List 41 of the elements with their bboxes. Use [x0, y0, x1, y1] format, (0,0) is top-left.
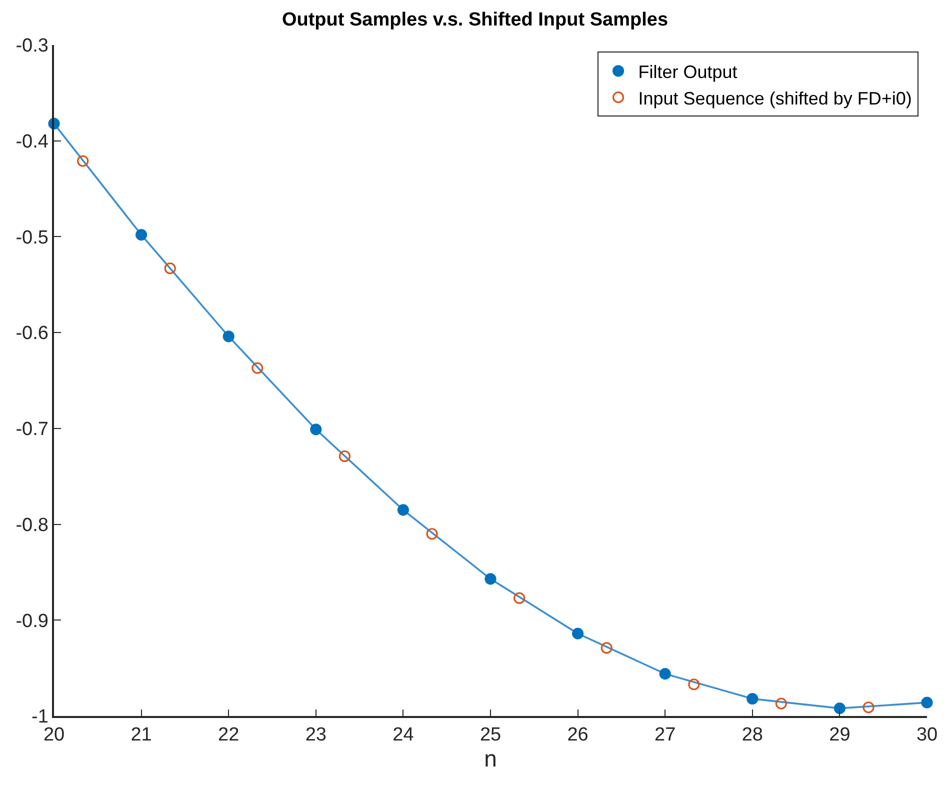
y-tick-label: -0.9 — [16, 610, 48, 632]
x-tick-label: 26 — [567, 724, 588, 746]
point — [222, 330, 234, 342]
x-tick-label: 29 — [829, 724, 850, 746]
y-tick-label: -0.7 — [16, 419, 48, 440]
x-tick-label: 23 — [305, 724, 326, 746]
point — [484, 573, 496, 585]
point — [572, 628, 584, 640]
point — [77, 155, 89, 167]
point — [514, 592, 526, 604]
point — [659, 668, 671, 680]
point — [600, 642, 612, 654]
x-tick-label: 22 — [218, 724, 240, 746]
y-tick-label: -0.6 — [16, 323, 48, 344]
point — [397, 504, 409, 516]
point — [921, 696, 933, 708]
x-tick-label: 24 — [392, 724, 414, 746]
x-tick-label: 30 — [916, 724, 938, 746]
legend-label: Input Sequence (shifted by FD+i0) — [638, 88, 912, 108]
y-tick-label: -0.4 — [16, 132, 49, 153]
point — [426, 528, 438, 540]
y-tick-label: -0.5 — [16, 227, 48, 248]
point — [164, 262, 176, 274]
chart-title: Output Samples v.s. Shifted Input Samples — [282, 9, 668, 30]
x-tick-label: 27 — [654, 724, 676, 746]
point — [775, 698, 788, 710]
point — [338, 450, 351, 462]
point — [310, 424, 322, 436]
y-tick-label: -0.3 — [16, 36, 48, 57]
legend-label: Filter Output — [638, 62, 738, 82]
point — [252, 362, 264, 374]
point — [136, 229, 148, 241]
x-tick-label: 28 — [742, 724, 763, 746]
x-axis-title: n — [484, 746, 497, 772]
y-tick-label: -0.8 — [16, 514, 48, 536]
point — [746, 692, 758, 705]
x-tick-label: 25 — [480, 724, 502, 746]
point — [862, 702, 874, 714]
point — [688, 678, 700, 690]
point — [834, 702, 846, 714]
x-tick-label: 21 — [130, 724, 152, 746]
